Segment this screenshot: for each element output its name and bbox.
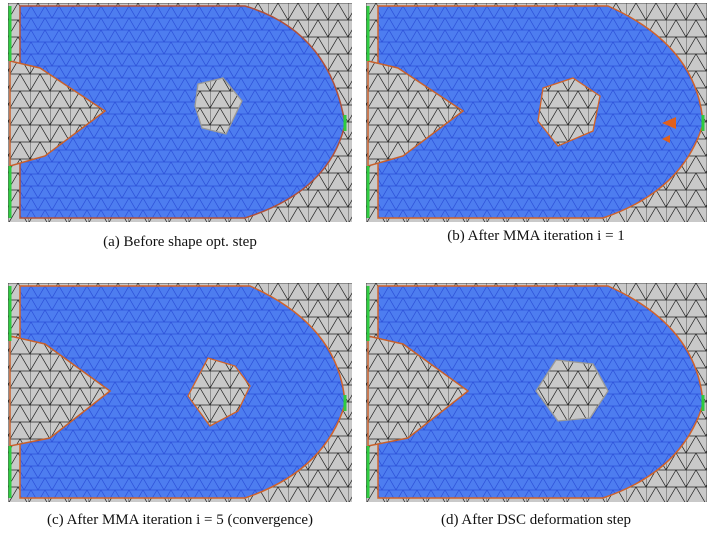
mesh-panel [8, 3, 352, 222]
caption: (a) Before shape opt. step [103, 234, 257, 251]
mesh-panel [366, 3, 707, 222]
caption: (c) After MMA iteration i = 5 (convergen… [47, 512, 313, 529]
caption: (d) After DSC deformation step [441, 512, 631, 529]
mesh-panel [366, 283, 707, 502]
caption: (b) After MMA iteration i = 1 [447, 228, 625, 245]
figure: (a) Before shape opt. step (b) After MMA… [0, 0, 707, 537]
mesh-panel [8, 283, 352, 502]
